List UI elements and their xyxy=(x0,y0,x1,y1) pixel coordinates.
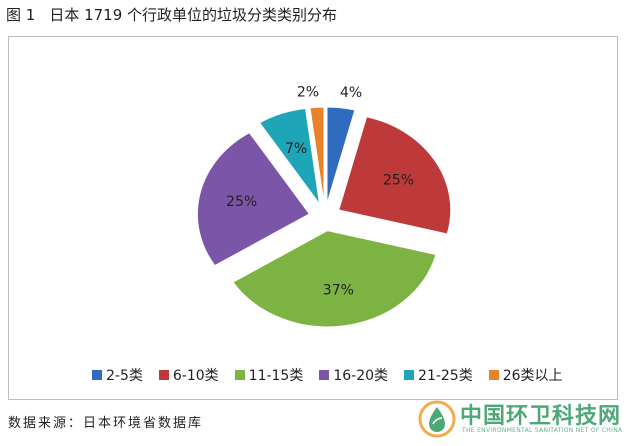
legend-label: 26类以上 xyxy=(502,368,563,384)
pie-slice xyxy=(196,132,311,267)
chart-legend: 2-5类 6-10类 11-15类 16-20类 21-25类 26类以上 xyxy=(92,365,579,385)
pie-value-label: 37% xyxy=(323,283,354,299)
legend-swatch xyxy=(404,370,415,380)
legend-item: 11-15类 xyxy=(234,365,304,385)
pie-slice xyxy=(258,107,321,205)
legend-item: 16-20类 xyxy=(319,365,388,385)
figure-title: 图 1 日本 1719 个行政单位的垃圾分类类别分布 xyxy=(6,5,337,25)
data-source-note: 数据来源：日本环境省数据库 xyxy=(8,416,204,431)
legend-item: 21-25类 xyxy=(404,365,473,385)
watermark-subtitle: THE ENVIRONMENTAL SANITATION NET OF CHIN… xyxy=(462,427,623,434)
pie-value-label: 4% xyxy=(340,85,362,101)
pie-chart: 4% 25% 37% 25% 7% 2% xyxy=(196,84,452,328)
figure-title-text: 日本 1719 个行政单位的垃圾分类类别分布 xyxy=(49,6,338,24)
legend-label: 2-5类 xyxy=(106,368,143,384)
legend-label: 11-15类 xyxy=(248,368,304,384)
legend-item: 6-10类 xyxy=(158,365,219,385)
water-drop-leaf-icon xyxy=(418,400,456,438)
figure-label: 图 1 xyxy=(6,6,36,24)
pie-slice xyxy=(232,230,437,328)
watermark: 中国环卫科技网 THE ENVIRONMENTAL SANITATION NET… xyxy=(418,396,624,442)
pie-slice xyxy=(309,106,325,204)
pie-value-label: 2% xyxy=(297,84,319,100)
legend-item: 2-5类 xyxy=(92,365,143,385)
legend-swatch xyxy=(319,370,330,380)
legend-swatch xyxy=(488,370,499,380)
pie-slice xyxy=(338,116,452,235)
pie-value-label: 25% xyxy=(226,194,257,210)
legend-swatch xyxy=(158,370,169,380)
chart-frame: 4% 25% 37% 25% 7% 2% 2-5类 6-10类 11-15类 16-20类 21-… xyxy=(8,36,618,400)
pie-value-label: 7% xyxy=(285,141,307,157)
legend-label: 21-25类 xyxy=(418,368,473,384)
watermark-title: 中国环卫科技网 xyxy=(460,404,622,429)
legend-label: 6-10类 xyxy=(172,368,219,384)
legend-swatch xyxy=(234,370,245,380)
legend-label: 16-20类 xyxy=(333,368,389,384)
legend-swatch xyxy=(92,370,102,380)
pie-slice xyxy=(326,106,356,204)
legend-item: 26类以上 xyxy=(488,365,563,385)
pie-value-label: 25% xyxy=(383,173,414,189)
